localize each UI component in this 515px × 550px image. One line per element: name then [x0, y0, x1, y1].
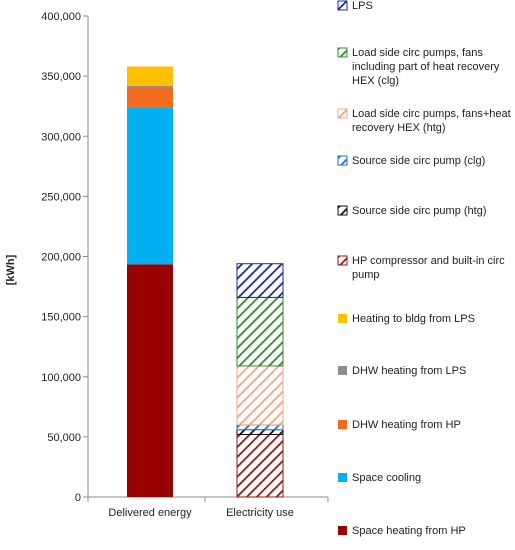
legend-item: HP compressor and built-in circ pump: [337, 255, 505, 281]
y-tick-label: 300,000: [41, 131, 81, 143]
legend-swatch: [338, 526, 347, 535]
legend-label: DHW heating from HP: [352, 419, 461, 431]
legend-swatch: [337, 108, 348, 119]
bar-segment-load-side-circ-pumps-fans-heat-recovery-hex-htg-electricity-use: [236, 365, 284, 426]
legend-swatch: [337, 0, 348, 11]
bar-segment-source-side-circ-pump-htg-electricity-use: [236, 429, 284, 435]
legend-item: Space heating from HP: [338, 525, 466, 537]
y-tick-label: 200,000: [41, 252, 81, 264]
bar-segment-load-side-circ-pumps-fans-including-part-of-heat-recovery-hex-clg-electricity-use: [236, 296, 284, 367]
legend-item: DHW heating from HP: [338, 419, 461, 431]
legend-swatch: [337, 155, 348, 166]
legend-label: LPS: [352, 0, 373, 12]
legend-swatch: [337, 47, 348, 58]
bar-segment-space-heating-from-hp-delivered-energy: [127, 264, 173, 497]
y-tick-label: 400,000: [41, 11, 81, 23]
x-tick-label: Electricity use: [226, 507, 294, 519]
y-tick-label: 250,000: [41, 191, 81, 203]
legend-swatch: [337, 205, 348, 216]
bar-segment-hp-compressor-and-built-in-circ-pump-electricity-use: [236, 433, 284, 498]
legend-label: Space heating from HP: [352, 525, 466, 537]
legend-swatch: [337, 255, 348, 266]
y-axis-label: [kWh]: [5, 254, 17, 285]
legend-item: LPS: [337, 0, 373, 12]
legend-item: Space cooling: [338, 472, 421, 484]
legend-item: Load side circ pumps, fans+heat recovery …: [337, 108, 511, 134]
legend-label: Space cooling: [352, 472, 421, 484]
y-tick-label: 100,000: [41, 372, 81, 384]
legend-item: Source side circ pump (htg): [337, 205, 487, 217]
legend-label: HP compressor and built-in circ pump: [352, 255, 505, 281]
legend-swatch: [338, 366, 347, 375]
bar-segment-dhw-heating-from-hp-delivered-energy: [127, 87, 173, 108]
legend-label: Source side circ pump (htg): [352, 205, 487, 217]
bar-segment-heating-to-bldg-from-lps-delivered-energy: [127, 66, 173, 86]
bar-segment-dhw-heating-from-lps-delivered-energy: [127, 85, 173, 88]
bar-segment-lps-electricity-use: [236, 263, 284, 298]
legend-item: DHW heating from LPS: [338, 365, 466, 377]
legend-swatch: [338, 420, 347, 429]
y-tick-label: 0: [75, 492, 81, 504]
legend-label: Load side circ pumps, fans including part…: [352, 47, 500, 87]
legend-item: Heating to bldg from LPS: [338, 313, 475, 325]
legend-item: Load side circ pumps, fans including part…: [337, 47, 500, 87]
legend-swatch: [338, 314, 347, 323]
x-tick-label: Delivered energy: [108, 507, 192, 519]
legend-label: DHW heating from LPS: [352, 365, 466, 377]
legend-label: Load side circ pumps, fans+heat recovery …: [352, 108, 511, 134]
legend-swatch: [338, 473, 347, 482]
legend-label: Source side circ pump (clg): [352, 155, 485, 167]
y-tick-label: 150,000: [41, 312, 81, 324]
bar-segment-space-cooling-delivered-energy: [127, 107, 173, 265]
legend-label: Heating to bldg from LPS: [352, 313, 475, 325]
y-tick-label: 350,000: [41, 71, 81, 83]
bar-segment-source-side-circ-pump-clg-electricity-use: [236, 424, 284, 431]
legend-item: Source side circ pump (clg): [337, 155, 485, 167]
y-tick-label: 50,000: [47, 432, 81, 444]
